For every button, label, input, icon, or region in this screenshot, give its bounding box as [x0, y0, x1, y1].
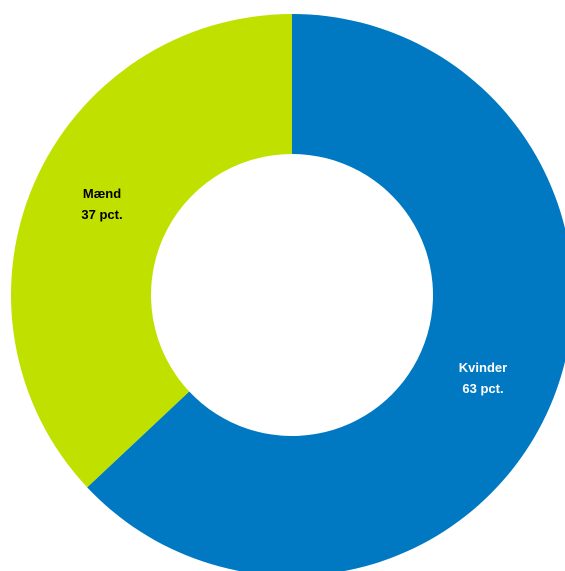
slice-label-1: Mænd 37 pct. — [81, 186, 122, 222]
slice-kvinder — [87, 14, 565, 571]
slice-name-label: Kvinder — [459, 360, 507, 375]
slice-value-label: 63 pct. — [462, 381, 503, 396]
slice-label-0: Kvinder 63 pct. — [459, 360, 507, 396]
slice-mænd — [10, 14, 292, 488]
slice-value-label: 37 pct. — [81, 207, 122, 222]
slice-name-label: Mænd — [83, 186, 121, 201]
labels-layer: Kvinder 63 pct. Mænd 37 pct. — [81, 186, 507, 396]
slices-layer — [10, 14, 565, 571]
